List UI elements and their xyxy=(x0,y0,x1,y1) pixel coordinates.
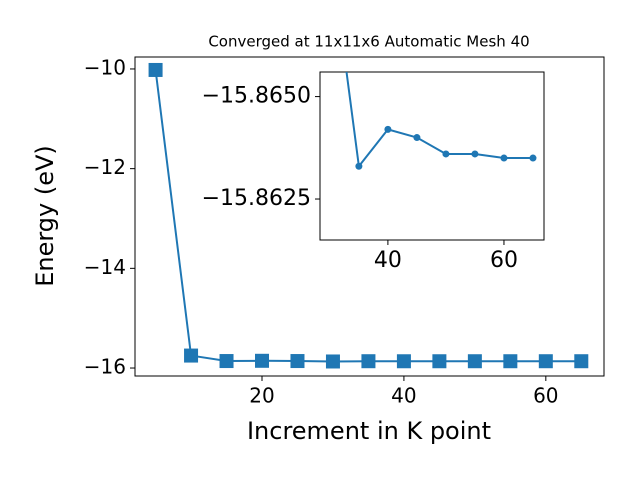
x-tick-label: 60 xyxy=(490,248,518,273)
plot-frame xyxy=(134,56,605,377)
marker xyxy=(219,354,234,369)
marker xyxy=(396,354,411,369)
x-tick-label: 40 xyxy=(374,248,402,273)
marker xyxy=(384,125,392,133)
marker xyxy=(471,150,479,158)
y-tick-label: −15.8625 xyxy=(202,186,311,211)
marker xyxy=(290,354,305,369)
marker xyxy=(574,354,589,369)
marker xyxy=(467,354,482,369)
marker xyxy=(500,154,508,162)
y-tick-label: −10 xyxy=(84,55,126,79)
y-tick-label: −15.8650 xyxy=(202,84,311,109)
marker xyxy=(432,354,447,369)
y-tick-label: −12 xyxy=(84,155,126,179)
x-tick-label: 60 xyxy=(533,384,558,408)
chart-title: Converged at 11x11x6 Automatic Mesh 40 xyxy=(208,33,529,51)
marker xyxy=(355,162,363,170)
marker xyxy=(413,134,421,142)
marker xyxy=(503,354,518,369)
line xyxy=(345,72,533,169)
marker xyxy=(255,353,270,368)
y-axis-label: Energy (eV) xyxy=(31,145,59,287)
y-tick-label: −14 xyxy=(84,255,126,279)
marker xyxy=(538,354,553,369)
x-tick-label: 40 xyxy=(391,384,416,408)
x-axis-label: Increment in K point xyxy=(247,417,491,445)
marker xyxy=(184,348,199,363)
series xyxy=(148,62,589,369)
plot-frame xyxy=(319,71,545,241)
y-tick-label: −16 xyxy=(84,355,126,379)
marker xyxy=(361,354,376,369)
marker xyxy=(529,154,537,162)
marker xyxy=(148,62,163,77)
x-tick-label: 20 xyxy=(249,384,274,408)
series xyxy=(345,72,537,170)
marker xyxy=(442,150,450,158)
marker xyxy=(325,354,340,369)
